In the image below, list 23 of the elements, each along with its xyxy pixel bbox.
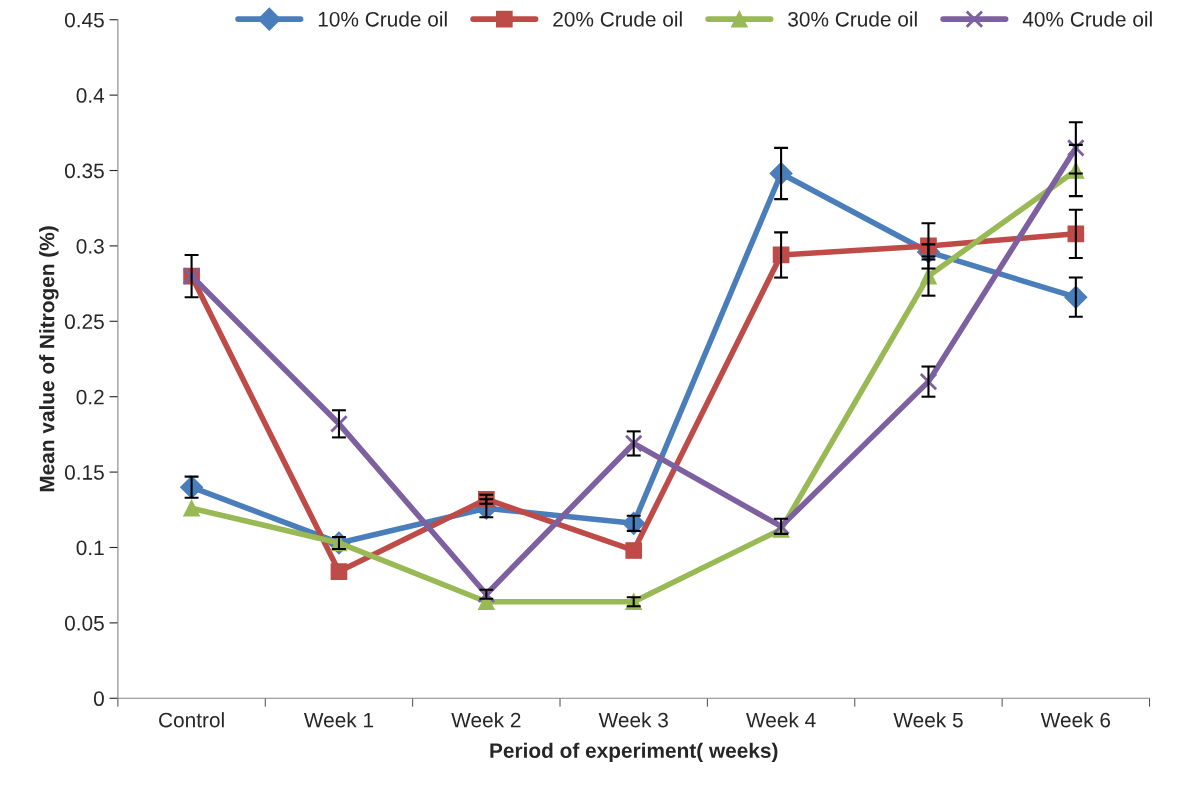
x-axis-title: Period of experiment( weeks) xyxy=(490,742,778,763)
y-tick-label: 0.3 xyxy=(76,238,104,254)
y-tick-label: 0.4 xyxy=(76,88,105,103)
y-tick-label: 0.45 xyxy=(64,12,104,28)
y-tick-label: 0.15 xyxy=(64,465,104,480)
legend-label: 20% Crude oil xyxy=(553,11,682,27)
legend-label: 40% Crude oil xyxy=(1022,11,1152,27)
y-tick-label: 0 xyxy=(93,691,104,707)
x-tick-label: Week 2 xyxy=(451,712,521,728)
x-tick-label: Week 5 xyxy=(893,712,963,728)
y-tick-label: 0.2 xyxy=(76,389,104,405)
legend-label: 30% Crude oil xyxy=(788,11,917,27)
x-tick-label: Week 3 xyxy=(598,712,668,728)
y-tick-label: 0.05 xyxy=(64,615,104,631)
x-tick-label: Week 1 xyxy=(303,712,374,728)
y-axis-title: Mean value of Nitrogen (%) xyxy=(39,226,59,492)
x-tick-label: Week 6 xyxy=(1040,712,1111,728)
legend-label: 10% Crude oil xyxy=(318,11,447,27)
y-tick-label: 0.25 xyxy=(64,314,104,330)
y-tick-label: 0.35 xyxy=(64,163,104,179)
y-tick-label: 0.1 xyxy=(76,540,104,556)
x-tick-label: Week 4 xyxy=(746,712,816,728)
x-tick-label: Control xyxy=(159,712,224,728)
